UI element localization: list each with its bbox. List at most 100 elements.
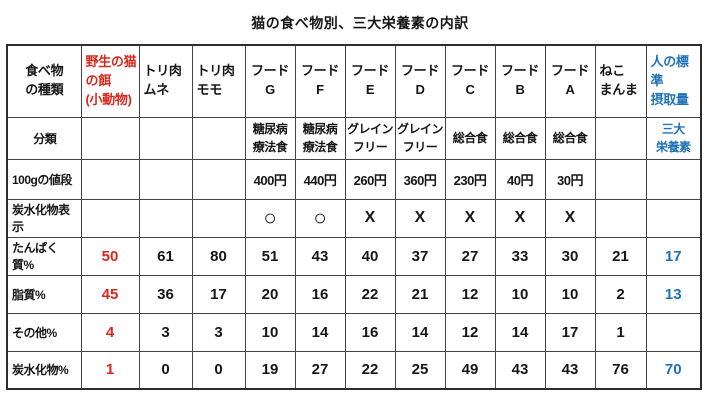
table-cell [191,158,246,200]
table-cell: 12 [444,312,496,352]
table-cell: 50 [80,236,140,276]
column-header: フード A [544,44,596,118]
table-row: 炭水化物表示 ○ ○ X X X X X [6,198,702,238]
table-row: たんぱく質% 50 61 80 51 43 40 37 27 33 30 21 17 [6,236,702,276]
table-cell: 70 [645,350,702,390]
table-cell: 36 [138,274,193,314]
table-cell: 3 [138,312,193,352]
table-cell: 25 [394,350,446,390]
table-cell: 三大 栄養素 [645,116,702,160]
table-cell: 33 [494,236,546,276]
column-header: フード G [244,44,296,118]
table-cell: 17 [191,274,246,314]
table-cell: 27 [444,236,496,276]
table-cell: 0 [191,350,246,390]
table-cell: グレイン フリー [344,116,396,160]
table-cell: 43 [544,350,596,390]
table-cell: 21 [394,274,446,314]
row-label: 100gの値段 [6,158,82,200]
table-cell: 400円 [244,158,296,200]
table-row: その他% 4 3 3 10 14 16 14 12 14 17 1 [6,312,702,352]
table-cell: 12 [444,274,496,314]
table-cell: 14 [394,312,446,352]
column-header: ねこ まんま [594,44,647,118]
table-cell: 30 [544,236,596,276]
table-cell: 16 [294,274,346,314]
table-cell: 3 [191,312,246,352]
table-cell: 21 [594,236,647,276]
column-header: フード C [444,44,496,118]
table-cell [191,116,246,160]
column-header: 野生の猫 の餌 (小動物) [80,44,140,118]
table-cell: 14 [294,312,346,352]
table-cell: 総合食 [444,116,496,160]
table-cell [594,116,647,160]
table-cell: 22 [344,274,396,314]
table-cell: 2 [594,274,647,314]
header-row: 食べ物 の種類 野生の猫 の餌 (小動物) トリ肉 ムネ トリ肉 モモ フード G フード… [6,44,702,118]
table-cell: グレイン フリー [394,116,446,160]
table-cell: X [444,198,496,238]
table-cell: 4 [80,312,140,352]
table-cell: 37 [394,236,446,276]
row-label: 炭水化物% [6,350,82,390]
table-row: 脂質% 45 36 17 20 16 22 21 12 10 10 2 13 [6,274,702,314]
table-cell: X [544,198,596,238]
table-cell: 20 [244,274,296,314]
table-cell: 49 [444,350,496,390]
row-label: 脂質% [6,274,82,314]
table-cell: 230円 [444,158,496,200]
table-cell: 14 [494,312,546,352]
table-cell: 10 [544,274,596,314]
table-row: 炭水化物% 1 0 0 19 27 22 25 49 43 43 76 70 [6,350,702,390]
nutrition-table: 食べ物 の種類 野生の猫 の餌 (小動物) トリ肉 ムネ トリ肉 モモ フード G フード… [6,44,702,390]
table-row: 分類 糖尿病 療法食 糖尿病 療法食 グレイン フリー グレイン フリー 総合食 総合食 総合… [6,116,702,160]
table-cell: 糖尿病 療法食 [294,116,346,160]
table-cell [645,198,702,238]
table-cell: X [344,198,396,238]
table-cell: 10 [494,274,546,314]
table-cell: 1 [80,350,140,390]
table-cell: 43 [494,350,546,390]
table-cell: ○ [294,198,346,238]
table-cell: 440円 [294,158,346,200]
table-cell: 1 [594,312,647,352]
table-row: 100gの値段 400円 440円 260円 360円 230円 40円 30円 [6,158,702,200]
table-cell: 16 [344,312,396,352]
table-cell: 27 [294,350,346,390]
table-cell: 糖尿病 療法食 [244,116,296,160]
table-cell: 51 [244,236,296,276]
table-cell: 総合食 [544,116,596,160]
row-label: たんぱく質% [6,236,82,276]
table-cell: X [394,198,446,238]
table-cell: 19 [244,350,296,390]
table-cell: 30円 [544,158,596,200]
corner-header: 食べ物 の種類 [6,44,82,118]
row-label: その他% [6,312,82,352]
table-cell: 17 [645,236,702,276]
table-cell [594,158,647,200]
table-cell: ○ [244,198,296,238]
table-cell [80,198,140,238]
table-cell [80,116,140,160]
column-header: フード E [344,44,396,118]
table-cell [645,312,702,352]
table-cell [594,198,647,238]
table-cell [138,116,193,160]
column-header: トリ肉 ムネ [138,44,193,118]
table-cell: 40 [344,236,396,276]
table-cell: 45 [80,274,140,314]
table-cell: 61 [138,236,193,276]
column-header: 人の標準 摂取量 [645,44,702,118]
table-cell: 360円 [394,158,446,200]
column-header: フード D [394,44,446,118]
table-cell: 80 [191,236,246,276]
table-cell [191,198,246,238]
table-cell [138,198,193,238]
column-header: フード B [494,44,546,118]
table-cell: 43 [294,236,346,276]
row-label: 分類 [6,116,82,160]
table-cell: 22 [344,350,396,390]
table-body: 分類 糖尿病 療法食 糖尿病 療法食 グレイン フリー グレイン フリー 総合食 総合食 総合… [6,116,702,390]
table-cell: 10 [244,312,296,352]
